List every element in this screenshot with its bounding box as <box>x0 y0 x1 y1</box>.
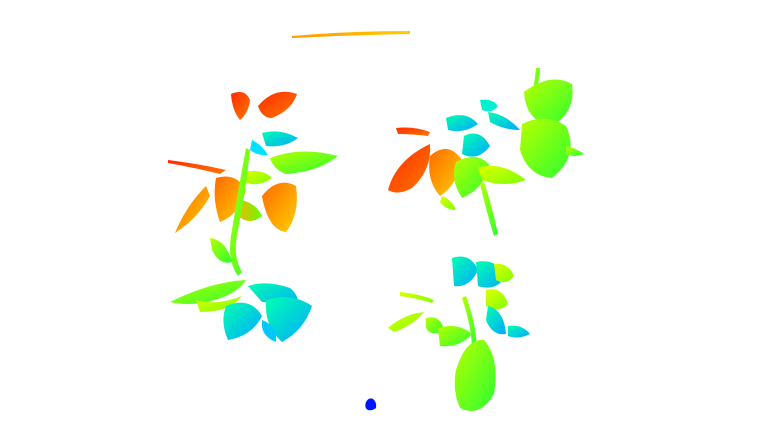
plant-cloud-top-right <box>388 68 584 236</box>
reference-bar <box>292 31 410 38</box>
plant-cloud-top-left <box>168 91 338 342</box>
plant-cloud-bottom-right <box>388 256 530 411</box>
floor-marker <box>365 398 377 411</box>
